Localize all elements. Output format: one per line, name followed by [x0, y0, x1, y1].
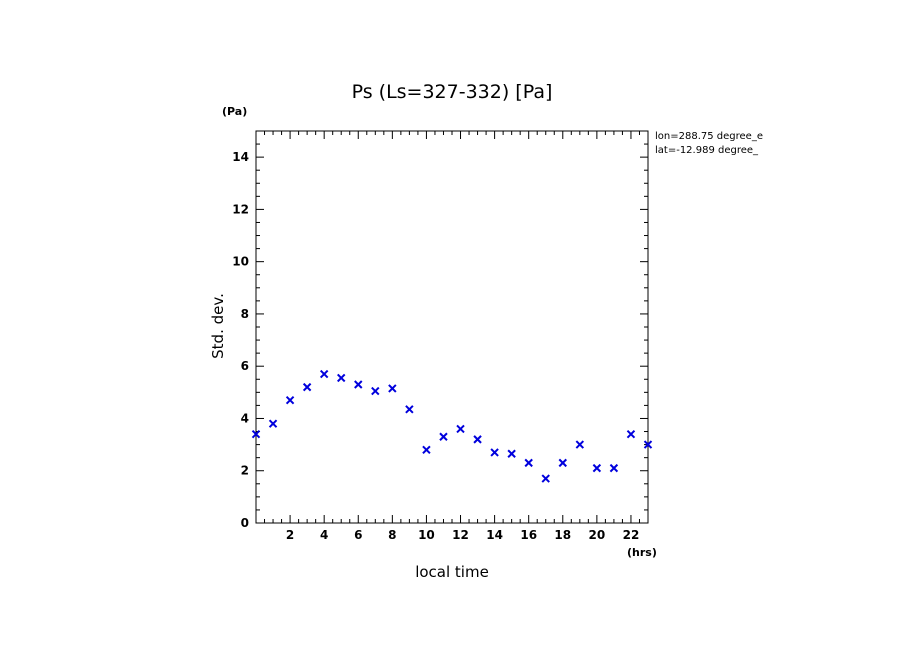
data-point-stroke [337, 373, 346, 383]
data-point [507, 449, 516, 458]
data-point-stroke [575, 440, 585, 449]
y-tick-label: 10 [232, 255, 249, 269]
x-unit-label: (hrs) [627, 546, 657, 559]
annotation-lat: lat=-12.989 degree_ [655, 145, 759, 156]
data-point-stroke [558, 458, 567, 468]
x-tick-label: 10 [418, 528, 435, 542]
data-point-stroke [422, 445, 431, 455]
x-tick-label: 16 [520, 528, 537, 542]
data-point-stroke [473, 435, 482, 444]
data-point-stroke [439, 432, 448, 441]
data-point [626, 429, 636, 439]
data-point [371, 386, 380, 396]
x-tick-label: 22 [623, 528, 640, 542]
x-axis-label: local time [415, 563, 489, 581]
x-tick-label: 6 [354, 528, 362, 542]
data-point [405, 405, 414, 414]
data-point-stroke [507, 449, 516, 458]
y-tick-label: 4 [241, 411, 249, 425]
data-point-stroke [609, 463, 619, 473]
data-point-stroke [354, 380, 363, 389]
data-point [337, 373, 346, 383]
data-point-stroke [302, 382, 312, 392]
axis-ticks: 2 4 6 8 10 12 14 16 18 20 22 0 2 4 6 8 10 12 14 [232, 131, 648, 542]
data-point [319, 369, 329, 379]
data-point-stroke [592, 463, 602, 473]
data-point [439, 432, 448, 441]
x-tick-label: 20 [589, 528, 606, 542]
data-point [268, 419, 278, 428]
data-point-stroke [388, 384, 397, 393]
data-markers [251, 369, 653, 483]
data-point [592, 463, 602, 473]
data-point [354, 380, 363, 389]
x-tick-label: 8 [388, 528, 396, 542]
y-tick-label: 12 [232, 202, 249, 216]
data-point-stroke [405, 405, 414, 414]
x-tick-label: 18 [554, 528, 571, 542]
data-point [302, 382, 312, 392]
data-point-stroke [643, 440, 653, 449]
data-point-stroke [371, 386, 380, 396]
y-tick-label: 2 [241, 464, 249, 478]
data-point [575, 440, 585, 449]
data-point [524, 458, 533, 468]
data-point-stroke [456, 424, 465, 434]
plot-frame [255, 130, 649, 524]
data-point [473, 435, 482, 444]
data-point [251, 429, 261, 439]
y-tick-label: 6 [241, 359, 249, 373]
data-point-stroke [268, 419, 278, 428]
data-point-stroke [251, 429, 261, 439]
data-point [558, 458, 567, 468]
data-point-stroke [541, 474, 550, 483]
y-tick-label: 14 [232, 150, 249, 164]
y-axis-label: Std. dev. [209, 293, 227, 359]
chart-title: Ps (Ls=327-332) [Pa] [352, 81, 553, 103]
annotation-lon: lon=288.75 degree_e [655, 131, 763, 142]
data-point [388, 384, 397, 393]
y-unit-label: (Pa) [222, 105, 247, 118]
x-tick-label: 14 [486, 528, 503, 542]
data-point [609, 463, 619, 473]
data-point [643, 440, 653, 449]
data-point [456, 424, 465, 434]
x-tick-label: 2 [286, 528, 294, 542]
data-point [422, 445, 431, 455]
data-point-stroke [524, 458, 533, 468]
data-point [490, 448, 499, 457]
data-point [285, 395, 295, 405]
y-tick-label: 8 [241, 307, 249, 321]
y-tick-label: 0 [241, 516, 249, 530]
data-point-stroke [285, 395, 295, 405]
data-point-stroke [319, 369, 329, 379]
data-point-stroke [490, 448, 499, 457]
data-point [541, 474, 550, 483]
x-tick-label: 4 [320, 528, 328, 542]
x-tick-label: 12 [452, 528, 469, 542]
data-point-stroke [626, 429, 636, 439]
